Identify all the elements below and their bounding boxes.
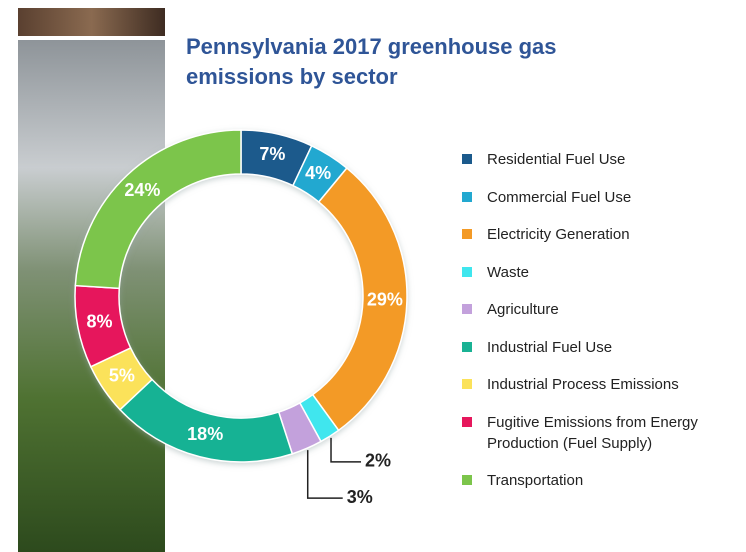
legend-label: Industrial Process Emissions — [487, 376, 679, 393]
legend-label: Waste — [487, 263, 529, 281]
legend-swatch — [462, 475, 472, 485]
legend-item: Industrial Process Emissions — [462, 374, 732, 395]
data-label: 18% — [187, 424, 223, 444]
legend-label: Agriculture — [487, 301, 559, 318]
legend-label: Residential Fuel Use — [487, 151, 626, 168]
leader-line — [306, 450, 343, 499]
legend-swatch — [462, 416, 472, 427]
legend-label: Electricity Generation — [487, 226, 630, 243]
data-label: 4% — [305, 163, 331, 183]
data-label: 2% — [365, 451, 391, 471]
legend-item: Agriculture — [462, 299, 732, 320]
data-label: 24% — [124, 180, 160, 200]
photo-strip — [18, 8, 165, 36]
data-label: 5% — [109, 366, 135, 386]
legend-item: Fugitive Emissions from Energy Productio… — [462, 412, 732, 454]
legend-swatch — [462, 379, 472, 389]
legend-swatch — [462, 229, 472, 239]
data-label: 29% — [367, 289, 403, 309]
data-label: 8% — [87, 312, 113, 332]
legend-item: Residential Fuel Use — [462, 149, 732, 170]
legend-swatch — [462, 191, 472, 202]
slice — [74, 129, 242, 290]
legend-label: Fugitive Emissions from Energy Productio… — [487, 413, 698, 452]
legend-item: Electricity Generation — [462, 224, 732, 245]
legend-label: Commercial Fuel Use — [487, 188, 632, 206]
data-label: 3% — [347, 487, 373, 507]
donut — [74, 129, 408, 463]
legend-swatch — [462, 154, 472, 164]
data-label: 7% — [259, 144, 285, 164]
legend-swatch — [462, 341, 472, 352]
legend: Residential Fuel Use Commercial Fuel Use E… — [462, 149, 732, 508]
legend-swatch — [462, 266, 472, 277]
legend-label: Industrial Fuel Use — [487, 338, 613, 356]
legend-item: Transportation — [462, 470, 732, 491]
legend-item: Waste — [462, 262, 732, 283]
legend-label: Transportation — [487, 472, 584, 489]
legend-item: Industrial Fuel Use — [462, 337, 732, 358]
chart-title: Pennsylvania 2017 greenhouse gas emissio… — [186, 34, 557, 89]
legend-swatch — [462, 304, 472, 314]
leader-line — [330, 437, 362, 463]
legend-item: Commercial Fuel Use — [462, 187, 732, 208]
